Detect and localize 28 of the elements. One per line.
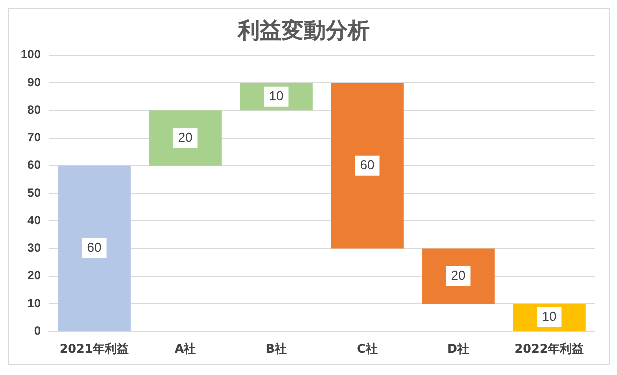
y-tick-label: 50: [28, 186, 42, 200]
chart-title: 利益変動分析: [237, 18, 370, 44]
bar: [58, 166, 131, 332]
x-tick-label: C社: [357, 342, 378, 356]
y-tick-label: 30: [28, 241, 42, 256]
data-label: 60: [360, 157, 375, 172]
y-tick-label: 90: [28, 75, 42, 90]
y-tick-label: 10: [28, 296, 42, 310]
x-tick-label: B社: [266, 342, 288, 356]
y-tick-label: 20: [28, 268, 42, 283]
y-tick-label: 80: [28, 102, 42, 117]
y-tick-label: 40: [28, 213, 42, 228]
y-tick-label: 100: [20, 48, 42, 62]
x-tick-label: D社: [448, 342, 470, 356]
bar: [422, 248, 495, 304]
x-tick-label: 2021年利益: [60, 342, 130, 356]
data-label: 20: [178, 130, 193, 145]
x-tick-label: A社: [174, 342, 196, 356]
y-tick-label: 0: [34, 324, 42, 338]
data-label: 20: [451, 268, 466, 283]
data-label: 10: [542, 309, 557, 324]
bar: [331, 83, 404, 249]
bar: [149, 110, 222, 166]
data-label: 10: [269, 88, 284, 104]
x-tick-label: 2022年利益: [514, 342, 584, 356]
data-label: 60: [87, 240, 102, 256]
y-tick-label: 60: [28, 158, 42, 172]
y-tick-label: 70: [28, 130, 42, 145]
